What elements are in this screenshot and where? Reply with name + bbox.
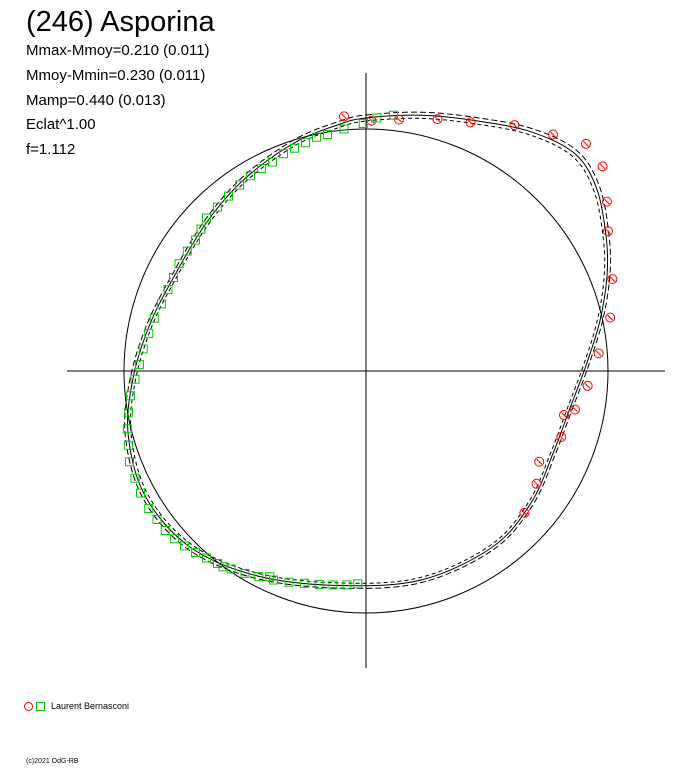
point-square-53: [265, 572, 275, 582]
mean-curve-1: [127, 114, 609, 587]
point-square-34: [136, 488, 145, 498]
point-square-44: [240, 568, 250, 578]
polar-plot: [67, 73, 665, 668]
point-circle-3: [432, 114, 443, 125]
point-square-8: [279, 149, 288, 159]
point-square-39: [180, 541, 189, 551]
point-circle-12: [605, 312, 616, 323]
point-square-11: [246, 171, 255, 181]
param-mmax-mmoy: Mmax-Mmoy=0.210 (0.011): [26, 42, 210, 59]
point-circle-4: [465, 117, 476, 128]
point-circle-6: [548, 129, 558, 140]
point-square-23: [149, 313, 159, 323]
point-square-52: [353, 579, 363, 589]
point-square-2: [358, 119, 368, 128]
point-square-32: [125, 457, 134, 467]
point-square-26: [134, 359, 144, 369]
point-square-40: [191, 548, 200, 557]
point-square-15: [202, 213, 211, 223]
point-square-7: [290, 143, 299, 153]
mean-curve-2: [124, 111, 612, 589]
point-circle-8: [597, 161, 608, 172]
legend-observer-label: Laurent Bernasconi: [51, 701, 130, 711]
param-mamp: Mamp=0.440 (0.013): [26, 92, 166, 109]
point-circle-20: [519, 507, 530, 518]
point-square-25: [138, 344, 148, 354]
point-circle-7: [581, 138, 591, 149]
point-circle-5: [509, 120, 520, 131]
point-square-0: [389, 110, 398, 120]
point-square-19: [174, 259, 184, 269]
point-square-28: [126, 391, 136, 401]
point-square-29: [123, 407, 133, 417]
point-circle-10: [603, 226, 613, 237]
point-square-24: [144, 329, 154, 339]
point-square-48: [299, 578, 309, 588]
point-square-5: [312, 132, 321, 142]
point-square-16: [196, 224, 206, 234]
point-circle-13: [593, 348, 604, 359]
point-square-50: [328, 580, 338, 590]
point-circle-15: [570, 404, 580, 415]
reference-circle: [123, 128, 609, 614]
point-square-13: [224, 191, 233, 201]
point-square-41: [202, 553, 211, 563]
point-square-37: [160, 526, 170, 535]
point-square-51: [342, 580, 352, 590]
point-square-12: [235, 180, 244, 190]
point-square-6: [301, 138, 310, 148]
point-square-35: [144, 504, 154, 513]
point-square-3: [339, 124, 349, 134]
param-mmoy-mmin: Mmoy-Mmin=0.230 (0.011): [26, 67, 206, 84]
point-square-54: [218, 562, 228, 572]
point-square-42: [213, 559, 222, 568]
mean-curve-3: [129, 117, 606, 584]
point-circle-9: [601, 196, 612, 207]
point-square-30: [122, 424, 132, 434]
point-square-27: [130, 374, 140, 384]
point-square-21: [163, 285, 173, 295]
point-square-1: [372, 113, 382, 123]
point-circle-18: [534, 456, 545, 467]
legend-square-marker: [36, 701, 45, 711]
param-frequency: f=1.112: [26, 141, 76, 158]
mean-curves: [124, 111, 612, 589]
point-square-4: [323, 130, 332, 139]
legend-circle-marker: [24, 701, 33, 711]
legend: Laurent Bernasconi: [24, 699, 129, 713]
point-square-47: [284, 577, 294, 587]
data-points: [122, 110, 618, 590]
point-square-31: [123, 440, 133, 450]
point-circle-11: [607, 274, 618, 285]
point-square-9: [268, 157, 277, 167]
point-square-38: [170, 534, 180, 544]
point-circle-0: [339, 111, 349, 122]
point-square-10: [257, 164, 266, 174]
chart-title: (246) Asporina: [26, 6, 215, 38]
point-square-49: [314, 579, 324, 589]
param-eclat: Eclat^1.00: [26, 116, 96, 133]
point-square-36: [152, 515, 162, 524]
point-circle-17: [556, 432, 567, 442]
point-circle-14: [582, 380, 593, 391]
point-square-18: [182, 246, 192, 256]
point-circle-19: [531, 478, 542, 489]
point-square-33: [130, 473, 140, 483]
point-square-17: [191, 235, 200, 245]
point-circle-16: [559, 410, 569, 420]
point-square-22: [156, 299, 166, 309]
point-square-20: [169, 273, 178, 282]
copyright-notice: (c)2021 OdG-RB: [26, 758, 79, 765]
point-square-14: [213, 202, 222, 212]
point-square-45: [254, 572, 264, 582]
